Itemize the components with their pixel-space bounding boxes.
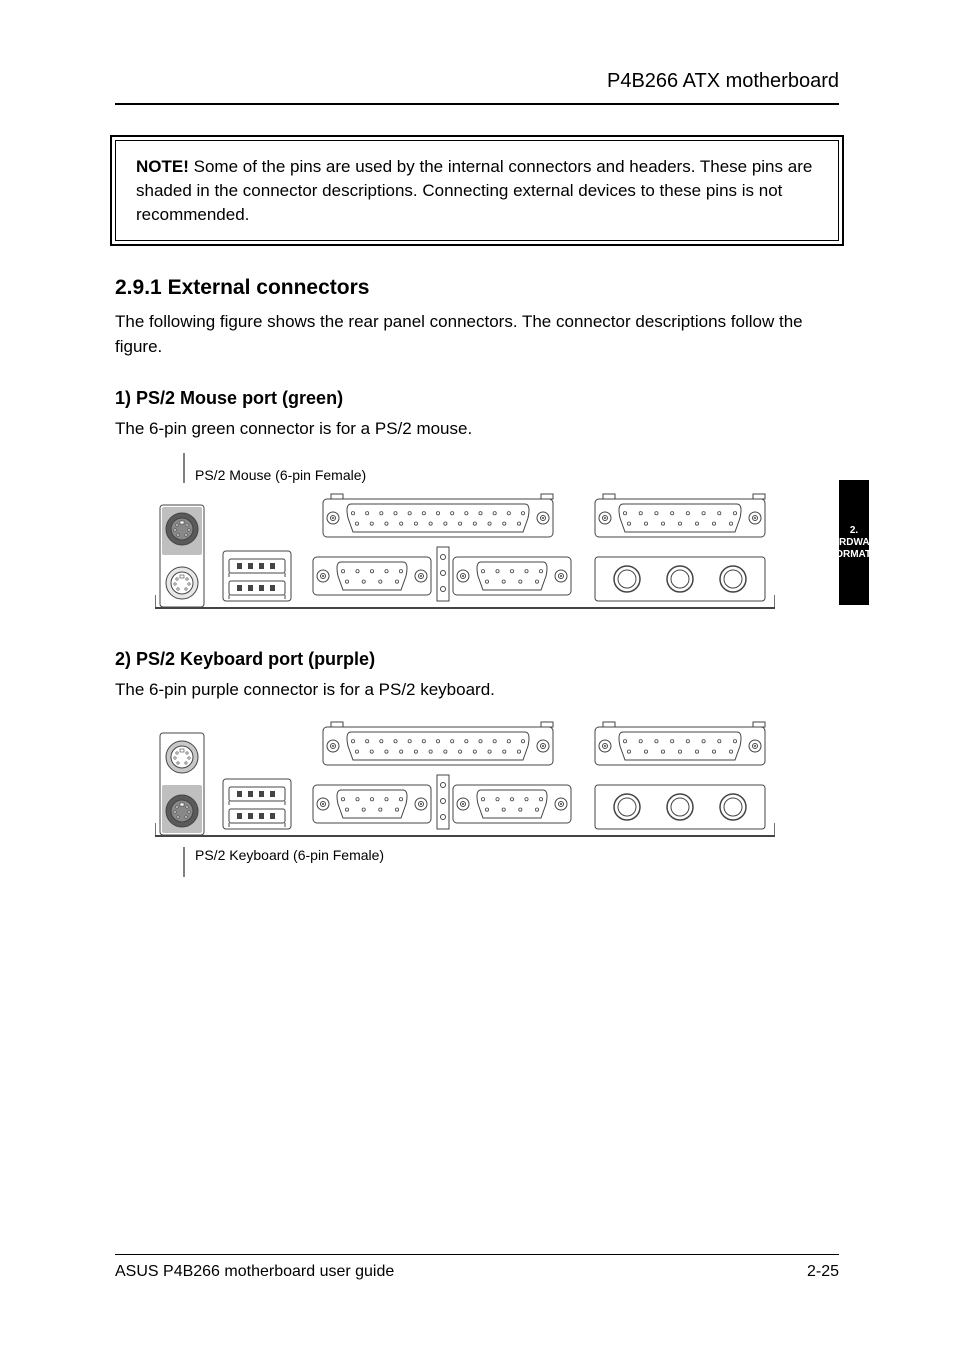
note-body: Some of the pins are used by the interna… bbox=[136, 157, 812, 224]
rear-panel-diagram-keyboard bbox=[155, 715, 775, 843]
connector-heading-mouse: 1) PS/2 Mouse port (green) bbox=[115, 388, 839, 409]
connector-number-keyboard: 2) bbox=[115, 649, 131, 669]
side-tab: 2. HARDWARE INFORMATION bbox=[839, 480, 869, 605]
callout-line-icon bbox=[177, 453, 191, 483]
page-root: P4B266 ATX motherboard NOTE! Some of the… bbox=[0, 0, 954, 1351]
side-tab-line1: 2. HARDWARE bbox=[825, 525, 884, 549]
section-title: External connectors bbox=[168, 276, 370, 299]
section-intro: The following figure shows the rear pane… bbox=[115, 310, 839, 359]
top-rule bbox=[115, 103, 839, 105]
note-text: NOTE! Some of the pins are used by the i… bbox=[136, 155, 818, 226]
footer: ASUS P4B266 motherboard user guide 2-25 bbox=[115, 1254, 839, 1281]
connector-heading-keyboard: 2) PS/2 Keyboard port (purple) bbox=[115, 649, 839, 670]
section-number: 2.9.1 bbox=[115, 276, 162, 299]
connector-desc-keyboard: The 6-pin purple connector is for a PS/2… bbox=[115, 678, 635, 703]
side-tab-line2: INFORMATION bbox=[819, 549, 889, 561]
connector-title-keyboard: PS/2 Keyboard port (purple) bbox=[136, 649, 375, 669]
footer-left: ASUS P4B266 motherboard user guide bbox=[115, 1263, 394, 1281]
figure-keyboard: PS/2 Keyboard (6-pin Female) bbox=[155, 715, 839, 877]
callout-label-keyboard: PS/2 Keyboard (6-pin Female) bbox=[195, 847, 384, 863]
connector-desc-mouse: The 6-pin green connector is for a PS/2 … bbox=[115, 417, 635, 442]
section-heading-external: 2.9.1 External connectors bbox=[115, 276, 839, 300]
note-box: NOTE! Some of the pins are used by the i… bbox=[115, 140, 839, 241]
callout-keyboard: PS/2 Keyboard (6-pin Female) bbox=[177, 847, 839, 877]
connector-title-mouse: PS/2 Mouse port (green) bbox=[136, 388, 343, 408]
callout-mouse: PS/2 Mouse (6-pin Female) bbox=[177, 453, 839, 483]
note-label: NOTE! bbox=[136, 157, 189, 176]
footer-right: 2-25 bbox=[807, 1263, 839, 1281]
rear-panel-diagram-mouse bbox=[155, 487, 775, 615]
connector-number-mouse: 1) bbox=[115, 388, 131, 408]
callout-line-icon bbox=[177, 847, 191, 877]
callout-label-mouse: PS/2 Mouse (6-pin Female) bbox=[195, 467, 366, 483]
header-title: P4B266 ATX motherboard bbox=[115, 70, 839, 93]
figure-mouse: PS/2 Mouse (6-pin Female) bbox=[155, 453, 839, 615]
